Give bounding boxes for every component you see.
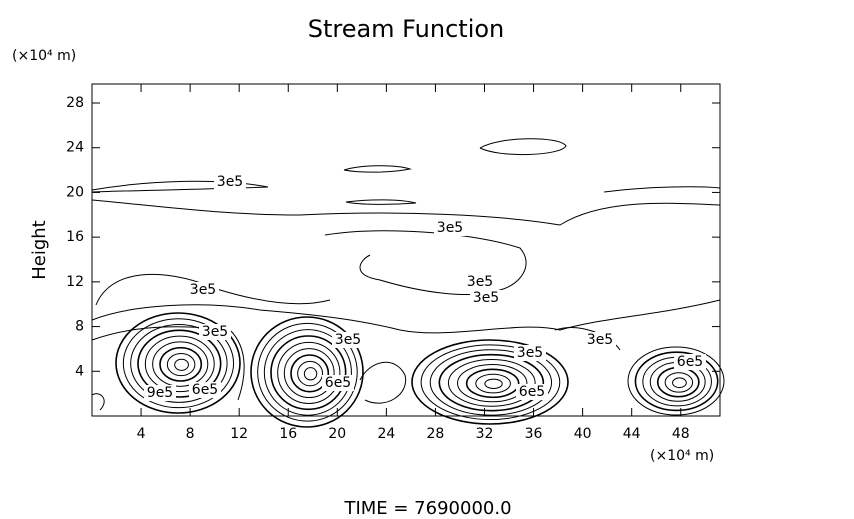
contour-line xyxy=(359,361,407,404)
contour-line xyxy=(283,348,335,399)
contour-line xyxy=(343,165,412,173)
contour-line xyxy=(257,322,358,422)
contour-line xyxy=(130,324,228,403)
label-backing xyxy=(144,385,176,401)
y-tick-label: 12 xyxy=(66,274,84,290)
contour-line xyxy=(479,138,567,155)
label-backing xyxy=(332,332,364,348)
contour-label: 6e5 xyxy=(192,382,218,398)
x-tick-label: 12 xyxy=(230,426,248,442)
y-tick-label: 16 xyxy=(66,229,84,245)
x-tick-label: 8 xyxy=(186,426,195,442)
contour-label: 3e5 xyxy=(217,174,243,190)
label-backing xyxy=(189,382,221,398)
label-backing xyxy=(214,174,246,190)
y-tick-label: 28 xyxy=(66,95,84,111)
contour-label: 3e5 xyxy=(473,290,499,306)
contour-line xyxy=(91,393,105,411)
contour-line xyxy=(634,351,719,412)
contour-line xyxy=(91,299,721,334)
label-backing xyxy=(434,220,466,236)
contour-line xyxy=(475,373,511,394)
label-backing xyxy=(470,290,502,306)
x-tick-label: 24 xyxy=(377,426,395,442)
y-tick-label: 4 xyxy=(75,363,84,379)
plot-frame xyxy=(91,83,721,417)
contour-line xyxy=(324,230,527,296)
contour-line xyxy=(465,368,520,399)
contour-line xyxy=(345,199,417,205)
contour-label: 3e5 xyxy=(437,220,463,236)
contour-line xyxy=(672,377,687,389)
contour-label: 9e5 xyxy=(147,385,173,401)
contour-line xyxy=(457,363,528,403)
contour-line xyxy=(122,318,235,409)
chart-title: Stream Function xyxy=(308,15,505,43)
contour-line xyxy=(484,378,503,389)
x-tick-label: 36 xyxy=(525,426,543,442)
y-tick-label: 20 xyxy=(66,184,84,200)
x-tick-label: 40 xyxy=(574,426,592,442)
contour-label: 3e5 xyxy=(467,274,493,290)
contour-line xyxy=(115,312,241,414)
contour-line xyxy=(297,360,324,387)
contour-line xyxy=(627,346,725,416)
contour-line xyxy=(91,199,721,226)
y-tick-label: 24 xyxy=(66,140,84,156)
contour-line xyxy=(144,335,215,393)
contour-line xyxy=(603,186,721,193)
contour-line xyxy=(290,354,330,393)
contour-line xyxy=(250,316,364,428)
contour-line xyxy=(554,327,621,351)
label-backing xyxy=(516,384,548,400)
contour-line xyxy=(447,359,536,407)
label-backing xyxy=(187,282,219,298)
x-tick-label: 20 xyxy=(328,426,346,442)
contour-line xyxy=(166,352,196,377)
contour-line xyxy=(137,329,222,398)
footer: TIME = 7690000.0 xyxy=(343,498,511,519)
contour-line xyxy=(420,344,561,421)
y-unit: (×10⁴ m) xyxy=(12,48,76,64)
contour-line xyxy=(277,341,341,404)
contour-line xyxy=(174,358,189,371)
contour-line xyxy=(270,335,347,411)
contour-line xyxy=(411,339,569,425)
contour-line xyxy=(95,273,331,306)
y-tick-label: 8 xyxy=(75,319,84,335)
x-tick-label: 4 xyxy=(137,426,146,442)
label-backing xyxy=(584,332,616,348)
contour-label: 3e5 xyxy=(587,332,613,348)
contour-line xyxy=(152,341,209,387)
contour-line xyxy=(429,349,553,416)
contour-line xyxy=(263,329,352,416)
contour-label: 3e5 xyxy=(335,332,361,348)
contour-line xyxy=(91,180,269,193)
contour-line xyxy=(303,367,318,381)
contour-label: 6e5 xyxy=(519,384,545,400)
x-tick-label: 32 xyxy=(476,426,494,442)
y-axis-label: Height xyxy=(29,220,50,280)
x-tick-label: 48 xyxy=(672,426,690,442)
contour-label: 6e5 xyxy=(325,375,351,391)
label-backing xyxy=(199,324,231,340)
x-unit: (×10⁴ m) xyxy=(650,448,714,464)
x-tick-label: 28 xyxy=(427,426,445,442)
contour-line xyxy=(159,346,203,382)
contour-label: 3e5 xyxy=(202,324,228,340)
label-backing xyxy=(514,345,546,361)
x-tick-label: 16 xyxy=(279,426,297,442)
contour-line xyxy=(664,372,694,393)
contour-label: 3e5 xyxy=(517,345,543,361)
contours xyxy=(91,138,725,428)
contour-line xyxy=(438,353,545,412)
label-backing xyxy=(322,375,354,391)
label-backing xyxy=(464,274,496,290)
label-backing xyxy=(674,354,706,370)
x-tick-label: 44 xyxy=(623,426,641,442)
contour-label: 3e5 xyxy=(190,282,216,298)
contour-label: 6e5 xyxy=(677,354,703,370)
